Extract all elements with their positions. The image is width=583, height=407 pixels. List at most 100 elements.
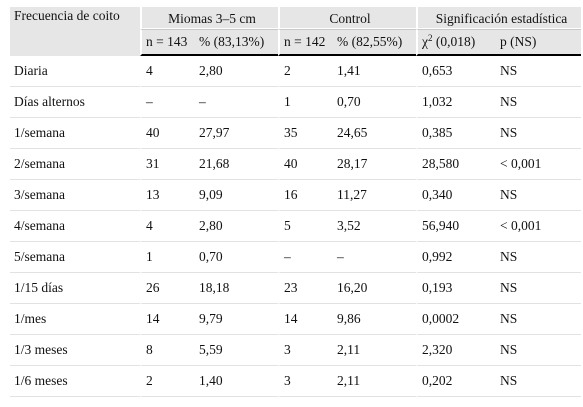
chi-value: (0,018) — [432, 34, 476, 49]
chi-square-cell: 2,320 — [416, 335, 497, 366]
header-group-significance: Significación estadística — [416, 7, 582, 29]
control-pct-cell: 11,27 — [333, 180, 417, 211]
header-miomas-pct: % (83,13%) — [195, 29, 278, 56]
control-n-cell: 23 — [278, 273, 333, 304]
chi-square-cell: 0,992 — [416, 242, 497, 273]
row-label: 1/mes — [10, 304, 140, 335]
table-row: 1/3 meses 8 5,59 3 2,11 2,320 NS — [10, 335, 582, 366]
miomas-n-cell: 26 — [140, 273, 195, 304]
chi-square-cell: 0,653 — [416, 56, 497, 87]
row-label: 1/3 meses — [10, 335, 140, 366]
control-pct-cell: 0,70 — [333, 87, 417, 118]
header-group-miomas: Miomas 3–5 cm — [140, 7, 278, 29]
table-row: 2/semana 31 21,68 40 28,17 28,580 < 0,001 — [10, 149, 582, 180]
miomas-n-cell: 8 — [140, 335, 195, 366]
control-pct-cell: 3,52 — [333, 211, 417, 242]
row-label: 1/15 días — [10, 273, 140, 304]
chi-exponent: 2 — [428, 33, 433, 43]
control-n-cell: 40 — [278, 149, 333, 180]
p-value-cell: < 0,001 — [496, 149, 582, 180]
header-p-value: p (NS) — [496, 29, 582, 56]
miomas-n-cell: 31 — [140, 149, 195, 180]
miomas-pct-cell: 1,40 — [195, 366, 278, 397]
table-row: Diaria 4 2,80 2 1,41 0,653 NS — [10, 56, 582, 87]
control-n-cell: 1 — [278, 87, 333, 118]
table-row: 1/semana 40 27,97 35 24,65 0,385 NS — [10, 118, 582, 149]
p-value-cell: NS — [496, 56, 582, 87]
miomas-pct-cell: 18,18 — [195, 273, 278, 304]
row-label: Diaria — [10, 56, 140, 87]
p-value-cell: NS — [496, 366, 582, 397]
control-n-cell: 2 — [278, 56, 333, 87]
miomas-pct-cell: 0,70 — [195, 242, 278, 273]
chi-square-cell: 0,385 — [416, 118, 497, 149]
row-label: 2/semana — [10, 149, 140, 180]
p-value-cell: < 0,001 — [496, 211, 582, 242]
control-pct-cell: 24,65 — [333, 118, 417, 149]
p-value-cell: NS — [496, 87, 582, 118]
row-label: 3/semana — [10, 180, 140, 211]
chi-square-cell: 0,202 — [416, 366, 497, 397]
table-row: Días alternos – –1 0,70 1,032 NS — [10, 87, 582, 118]
row-label: 1/semana — [10, 118, 140, 149]
miomas-n-cell: 2 — [140, 366, 195, 397]
miomas-pct-cell: 9,79 — [195, 304, 278, 335]
miomas-pct-cell: 2,80 — [195, 211, 278, 242]
control-pct-cell: 28,17 — [333, 149, 417, 180]
header-row-subcolumns: n = 143 % (83,13%) n = 142 % (82,55%) χ2… — [10, 29, 582, 56]
miomas-n-cell: 4 — [140, 56, 195, 87]
table-row: 5/semana 1 0,70– –0,992 NS — [10, 242, 582, 273]
chi-symbol: χ — [422, 34, 429, 49]
control-n-cell: 5 — [278, 211, 333, 242]
chi-square-cell: 1,032 — [416, 87, 497, 118]
table-body: Diaria 4 2,80 2 1,41 0,653 NS Días alternos – –1 0… — [10, 56, 582, 397]
header-frequency: Frecuencia de coito — [10, 7, 140, 56]
row-label: Días alternos — [10, 87, 140, 118]
miomas-pct-cell: 21,68 — [195, 149, 278, 180]
table-row: 1/15 días 26 18,18 23 16,20 0,193 NS — [10, 273, 582, 304]
p-value-cell: NS — [496, 304, 582, 335]
p-value-cell: NS — [496, 273, 582, 304]
p-value-cell: NS — [496, 118, 582, 149]
chi-square-cell: 28,580 — [416, 149, 497, 180]
control-pct-cell: 1,41 — [333, 56, 417, 87]
frequency-table: Frecuencia de coito Miomas 3–5 cm Contro… — [10, 7, 582, 397]
header-chi-square: χ2 (0,018) — [416, 29, 497, 56]
miomas-n-cell: 4 — [140, 211, 195, 242]
control-pct-cell: – — [333, 242, 417, 273]
p-value-cell: NS — [496, 242, 582, 273]
control-pct-cell: 2,11 — [333, 366, 417, 397]
control-n-cell: – — [278, 242, 333, 273]
miomas-n-cell: 13 — [140, 180, 195, 211]
control-pct-cell: 9,86 — [333, 304, 417, 335]
table-header: Frecuencia de coito Miomas 3–5 cm Contro… — [10, 7, 582, 56]
table-row: 1/6 meses 2 1,40 3 2,11 0,202 NS — [10, 366, 582, 397]
header-control-pct: % (82,55%) — [333, 29, 417, 56]
document-page: Frecuencia de coito Miomas 3–5 cm Contro… — [0, 7, 583, 407]
control-n-cell: 16 — [278, 180, 333, 211]
chi-square-cell: 0,340 — [416, 180, 497, 211]
miomas-pct-cell: 2,80 — [195, 56, 278, 87]
miomas-n-cell: 1 — [140, 242, 195, 273]
table-row: 1/mes 14 9,79 14 9,86 0,0002 NS — [10, 304, 582, 335]
row-label: 4/semana — [10, 211, 140, 242]
control-pct-cell: 2,11 — [333, 335, 417, 366]
miomas-pct-cell: 9,09 — [195, 180, 278, 211]
row-label: 5/semana — [10, 242, 140, 273]
chi-square-cell: 56,940 — [416, 211, 497, 242]
row-label: 1/6 meses — [10, 366, 140, 397]
control-n-cell: 14 — [278, 304, 333, 335]
control-n-cell: 35 — [278, 118, 333, 149]
p-value-cell: NS — [496, 335, 582, 366]
table-row: 4/semana 4 2,80 5 3,52 56,940 < 0,001 — [10, 211, 582, 242]
p-value-cell: NS — [496, 180, 582, 211]
miomas-pct-cell: 27,97 — [195, 118, 278, 149]
header-control-n: n = 142 — [278, 29, 333, 56]
miomas-pct-cell: 5,59 — [195, 335, 278, 366]
header-miomas-n: n = 143 — [140, 29, 195, 56]
control-n-cell: 3 — [278, 335, 333, 366]
header-row-groups: Frecuencia de coito Miomas 3–5 cm Contro… — [10, 7, 582, 56]
control-pct-cell: 16,20 — [333, 273, 417, 304]
miomas-n-cell: – — [140, 87, 195, 118]
control-n-cell: 3 — [278, 366, 333, 397]
